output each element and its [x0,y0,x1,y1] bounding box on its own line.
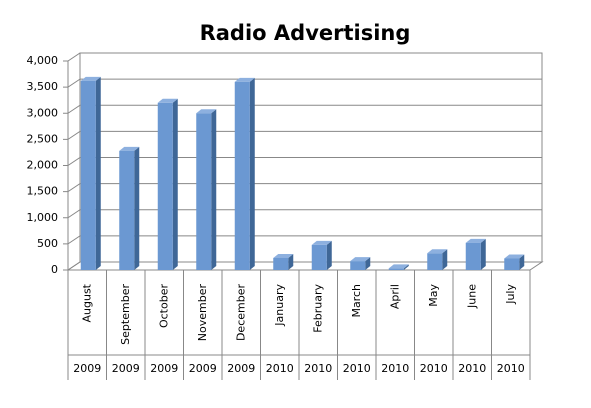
year-label: 2010 [458,362,486,375]
bar [196,113,212,270]
grid-line [67,104,542,114]
grid-line [67,130,542,140]
bar-top [427,249,448,254]
x-tick-label: February [311,284,324,333]
x-tick-label: April [388,284,401,309]
bar [273,257,289,270]
bar-side [365,257,371,270]
grid-line [67,52,542,62]
x-tick-label: September [119,284,132,345]
year-label: 2009 [150,362,178,375]
year-label: 2009 [227,362,255,375]
bar-top [157,98,178,103]
y-tick-label: 4,000 [27,54,59,67]
bar [388,268,404,270]
bar [465,242,481,270]
year-label: 2010 [343,362,371,375]
bar-top [234,77,255,82]
bar-side [480,238,486,270]
bar-side [403,264,409,270]
y-tick-label: 3,000 [27,106,59,119]
y-tick-label: 0 [51,263,58,276]
bar-top [504,254,525,259]
x-tick-label: May [427,284,440,307]
grid-line [67,235,542,245]
year-label: 2009 [73,362,101,375]
grid-line [67,78,542,88]
bar-side [134,146,140,270]
y-tick-label: 2,000 [27,159,59,172]
bar-top [273,253,294,258]
bar [234,81,250,271]
chart-title: Radio Advertising [200,21,411,45]
year-label: 2009 [112,362,140,375]
bar-top [388,264,409,269]
bar [350,261,366,270]
bar-top [350,257,371,262]
x-tick-label: March [350,284,363,318]
bar-top [119,146,140,151]
x-tick-label: January [273,284,286,327]
year-label: 2010 [497,362,525,375]
grid-line [67,183,542,193]
bar-side [442,249,448,270]
y-tick-label: 1,000 [27,211,59,224]
year-label: 2010 [381,362,409,375]
bar-side [211,109,217,270]
bar-side [95,76,101,270]
bar-top [311,240,332,245]
bar-side [249,77,255,271]
bar [119,150,135,270]
y-tick-label: 2,500 [27,132,59,145]
bar-top [196,109,217,114]
bar-top [80,76,101,81]
bar-side [519,254,525,270]
y-tick-label: 3,500 [27,80,59,93]
year-label: 2010 [304,362,332,375]
year-label: 2010 [420,362,448,375]
grid-line [67,157,542,166]
x-tick-label: June [465,284,478,309]
grid-line [67,209,542,219]
bar-side [172,98,178,270]
y-tick-label: 500 [37,237,58,250]
bar-side [288,253,294,270]
y-tick-label: 1,500 [27,185,59,198]
bar [427,253,443,270]
bar-top [465,238,486,243]
bar [311,244,327,270]
x-tick-label: October [157,284,170,328]
bar [80,80,96,270]
bar [157,102,173,270]
x-tick-label: November [196,284,209,342]
grid-line [67,261,542,271]
bar-side [326,240,332,270]
year-label: 2010 [266,362,294,375]
x-tick-label: July [504,284,517,305]
x-tick-label: August [80,283,93,322]
bar [504,258,520,270]
x-tick-label: December [234,284,247,342]
year-label: 2009 [189,362,217,375]
